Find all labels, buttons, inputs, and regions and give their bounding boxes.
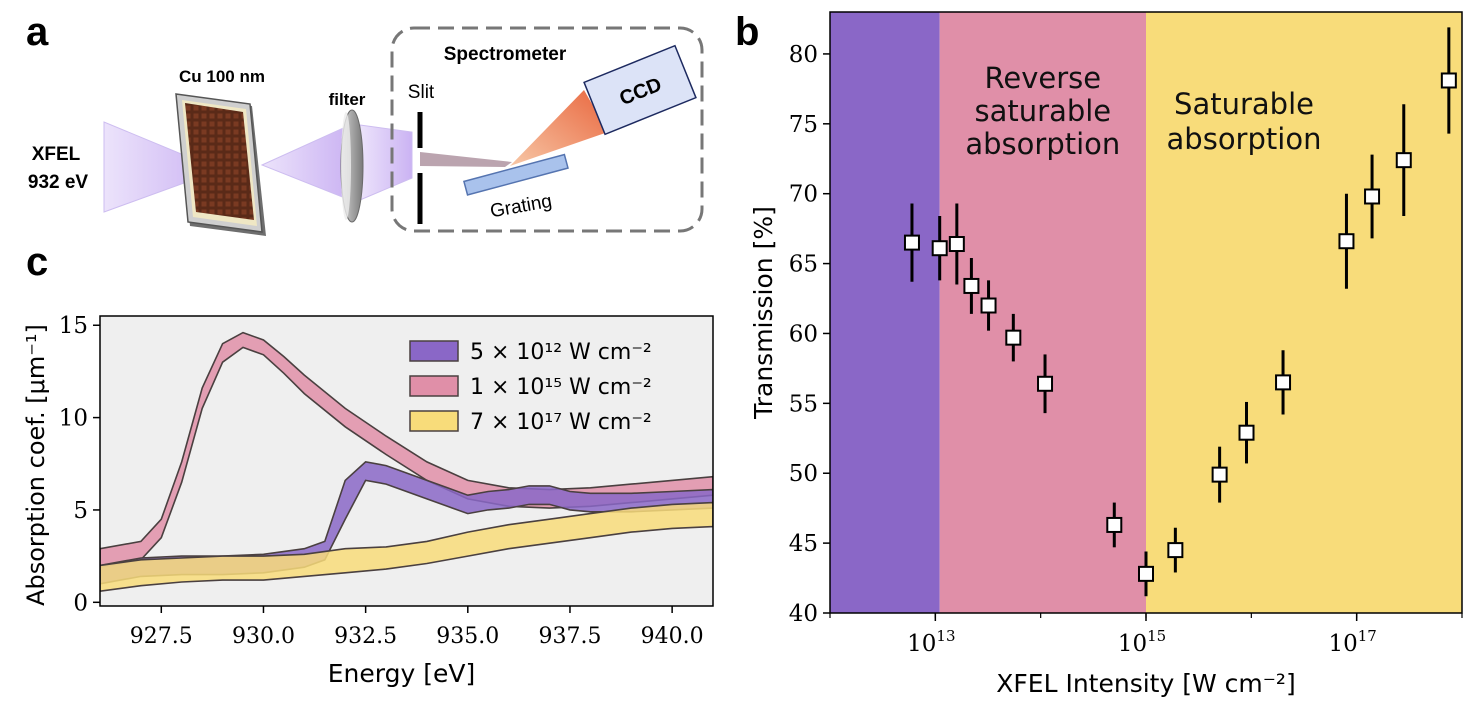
region-label-reverse-saturable: absorption xyxy=(965,127,1120,161)
filter-label: filter xyxy=(329,90,366,109)
region-label-reverse-saturable: saturable xyxy=(975,94,1112,128)
spectrometer-box xyxy=(390,26,704,233)
series-band-0 xyxy=(100,461,713,585)
x-tick-label: 930.0 xyxy=(232,624,295,649)
y-tick-label: 60 xyxy=(789,321,818,347)
region-band-1 xyxy=(939,12,1146,613)
x-tick-label: 1015 xyxy=(1118,627,1166,657)
spectrometer-label: Spectrometer xyxy=(444,44,567,65)
plot-frame xyxy=(99,315,714,607)
data-point xyxy=(948,236,965,253)
data-point xyxy=(1138,565,1154,582)
ccd-detector: CCD xyxy=(583,44,697,136)
region-label-saturable: absorption xyxy=(1167,122,1322,156)
slit-label: Slit xyxy=(408,82,435,103)
y-tick-label: 0 xyxy=(73,590,88,616)
x-axis-label: Energy [eV] xyxy=(328,659,475,688)
data-point xyxy=(1106,516,1123,533)
source-label-line2: 932 eV xyxy=(28,172,89,193)
legend-swatch xyxy=(409,375,459,397)
transmitted-beam xyxy=(260,124,413,201)
x-tick-label: 1017 xyxy=(1328,627,1376,657)
sample-label: Cu 100 nm xyxy=(179,67,265,86)
y-tick-label: 15 xyxy=(59,313,88,339)
y-tick-label: 45 xyxy=(789,531,818,557)
data-point xyxy=(1037,375,1054,392)
series-band-1 xyxy=(100,331,713,569)
y-tick-label: 10 xyxy=(59,406,88,432)
panel-label-c: c xyxy=(26,240,49,284)
y-tick-label: 40 xyxy=(789,601,818,627)
data-point xyxy=(1238,424,1255,441)
data-point xyxy=(1338,233,1355,250)
x-tick-label: 940.0 xyxy=(641,624,704,649)
data-point xyxy=(1440,72,1457,89)
legend-swatch xyxy=(409,340,459,362)
grating xyxy=(463,153,569,196)
y-axis-label: Transmission [%] xyxy=(749,206,778,420)
source-label-line1: XFEL xyxy=(32,144,81,165)
incoming-xfel-beam xyxy=(103,121,222,213)
region-label-reverse-saturable: Reverse xyxy=(985,61,1102,95)
x-tick-label: 935.0 xyxy=(436,624,499,649)
y-tick-label: 5 xyxy=(73,498,88,524)
legend-label: 1 × 10¹⁵ W cm⁻² xyxy=(470,375,652,400)
data-point xyxy=(1275,374,1292,391)
data-point xyxy=(1211,466,1228,483)
data-point xyxy=(980,297,997,314)
y-tick-label: 50 xyxy=(789,461,818,487)
data-point xyxy=(1005,329,1022,346)
data-point xyxy=(1395,152,1412,169)
data-point xyxy=(1364,188,1381,205)
y-axis-label: Absorption coef. [μm⁻¹] xyxy=(22,324,50,606)
experiment-schematic: XFEL 932 eV Cu 100 nm filter Spectromete… xyxy=(28,26,704,236)
cu-sample xyxy=(175,93,266,236)
data-point xyxy=(931,240,948,257)
y-tick-label: 75 xyxy=(789,112,818,138)
y-tick-label: 70 xyxy=(789,182,818,208)
x-tick-label: 1013 xyxy=(907,627,955,657)
x-tick-label: 932.5 xyxy=(334,624,397,649)
x-axis-label: XFEL Intensity [W cm⁻²] xyxy=(996,669,1295,698)
filter-element xyxy=(340,109,364,223)
panel-label-b: b xyxy=(735,10,760,54)
x-tick-label: 937.5 xyxy=(538,624,601,649)
slit-beam xyxy=(420,152,512,167)
data-point xyxy=(963,277,980,294)
data-point xyxy=(903,234,920,251)
series-band-2 xyxy=(100,501,713,593)
region-label-saturable: Saturable xyxy=(1174,87,1314,121)
region-band-2 xyxy=(1146,12,1462,613)
x-tick-label: 927.5 xyxy=(130,624,193,649)
panel-label-a: a xyxy=(26,10,49,54)
y-tick-label: 80 xyxy=(789,42,818,68)
data-point xyxy=(1167,542,1184,559)
y-tick-label: 55 xyxy=(789,391,818,417)
y-tick-label: 65 xyxy=(789,252,818,278)
legend-label: 7 × 10¹⁷ W cm⁻² xyxy=(470,410,652,435)
region-band-0 xyxy=(830,12,940,613)
diffracted-cone xyxy=(510,90,608,166)
series-group xyxy=(100,331,713,593)
legend-swatch xyxy=(409,410,459,432)
legend-label: 5 × 10¹² W cm⁻² xyxy=(470,340,652,365)
